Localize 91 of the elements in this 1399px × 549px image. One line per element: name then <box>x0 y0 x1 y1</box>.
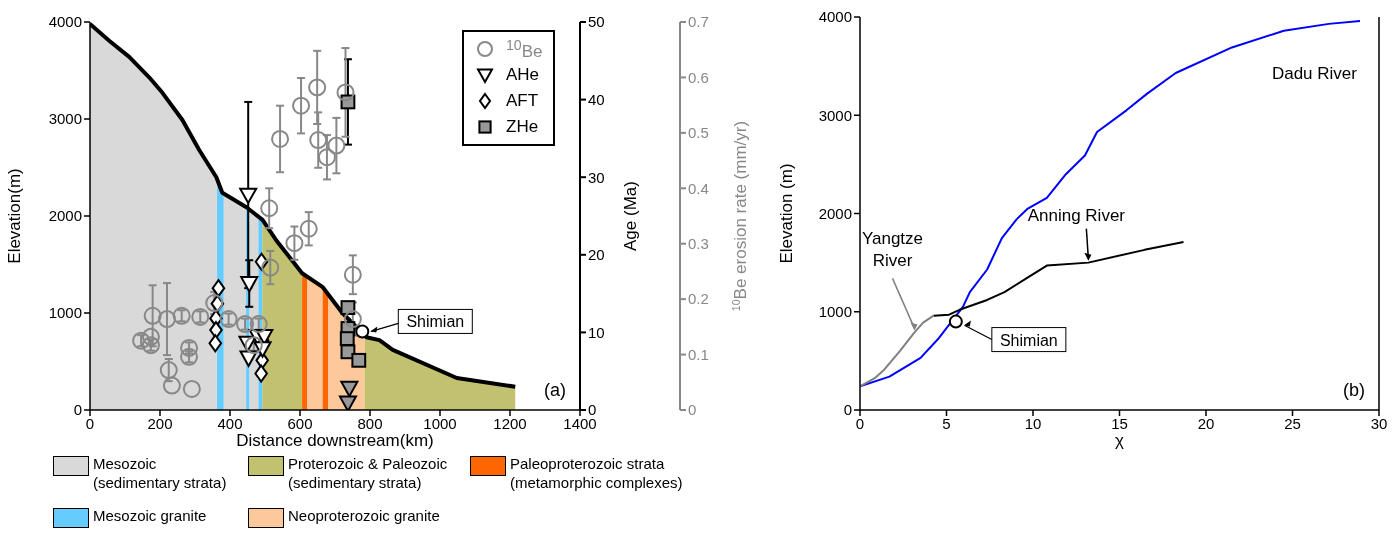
x-tick-label: 5 <box>942 414 951 432</box>
y3-tick-label: 0.1 <box>688 345 709 363</box>
point <box>172 306 191 325</box>
point <box>343 310 362 329</box>
x-tick-label: 800 <box>357 414 383 432</box>
y-axis-title: Elevation (m) <box>777 163 796 264</box>
y3-tick-label: 0 <box>688 401 697 419</box>
y3-tick-label: 0.3 <box>688 235 709 253</box>
y3-tick-label: 0.2 <box>688 290 709 308</box>
y-tick-label: 3000 <box>818 106 852 124</box>
x-tick-label: 1000 <box>423 414 457 432</box>
y3-tick-label: 0.7 <box>688 13 709 31</box>
point <box>208 334 223 353</box>
legend-label: Paleoproterozoic strata (metamorphic complexes) <box>510 454 683 492</box>
point <box>211 279 226 298</box>
series-label: Anning River <box>1027 205 1126 225</box>
y-tick-label: 3000 <box>48 110 82 128</box>
point <box>309 131 328 150</box>
point <box>261 258 280 277</box>
x-tick-label: 200 <box>147 414 173 432</box>
legend-label: $^{10}$Be <box>506 36 543 62</box>
y2-axis-title: Age (Ma) <box>621 181 640 251</box>
point <box>317 148 336 167</box>
legend-label: Mesozoic granite <box>93 506 207 525</box>
y2-tick-label: 20 <box>588 246 605 264</box>
point <box>158 310 176 329</box>
legend-label: Proterozoic & Paleozoic (sedimentary strata) <box>288 454 448 492</box>
point <box>299 219 318 238</box>
point <box>308 78 327 97</box>
point <box>260 199 279 218</box>
point <box>205 294 224 313</box>
y-tick-label: 1000 <box>48 304 82 322</box>
annotation: Shimian <box>406 313 465 331</box>
x-tick-label: 0 <box>85 414 95 432</box>
point <box>240 276 259 293</box>
x-tick-label: 10 <box>1024 414 1042 432</box>
y-tick-label: 0 <box>73 401 82 419</box>
x-tick-label: 30 <box>1370 414 1388 432</box>
x-tick-label: 1200 <box>493 414 527 432</box>
point <box>285 234 304 253</box>
x-tick-label: 25 <box>1284 414 1301 432</box>
legend-label: AFT <box>506 91 539 111</box>
y-tick-label: 1000 <box>818 303 852 321</box>
legend-label: AHe <box>506 65 540 85</box>
legend-label: ZHe <box>506 117 539 137</box>
x-axis-title: χ <box>1115 431 1125 450</box>
x-tick-label: 600 <box>287 414 313 432</box>
point <box>209 321 223 340</box>
point <box>191 307 210 326</box>
annotation: Shimian <box>999 331 1058 349</box>
y-tick-label: 4000 <box>48 13 82 31</box>
y2-tick-label: 10 <box>588 323 605 341</box>
y2-tick-label: 30 <box>588 168 605 186</box>
point <box>159 361 178 380</box>
x-tick-label: 0 <box>855 414 865 432</box>
y-tick-label: 2000 <box>48 207 82 225</box>
point <box>182 379 201 398</box>
point <box>143 306 162 325</box>
y2-tick-label: 40 <box>588 90 605 108</box>
y3-tick-label: 0.5 <box>688 124 709 142</box>
point <box>343 265 362 284</box>
y-tick-label: 0 <box>843 401 852 419</box>
point <box>336 83 355 102</box>
y-tick-label: 2000 <box>818 204 852 222</box>
point <box>219 310 238 329</box>
point <box>292 96 311 115</box>
point <box>351 352 367 368</box>
point <box>239 187 258 205</box>
point <box>162 376 181 395</box>
y3-tick-label: 0.6 <box>688 68 709 86</box>
annotation: (b) <box>1343 380 1365 401</box>
point <box>249 315 268 334</box>
line-series <box>860 314 935 388</box>
annotation: (a) <box>544 380 566 401</box>
legend-label: Mesozoic (sedimentary strata) <box>93 454 227 492</box>
x-tick-label: 20 <box>1197 414 1215 432</box>
y3-tick-label: 0.4 <box>688 179 709 197</box>
x-tick-label: 15 <box>1111 414 1128 432</box>
point <box>271 129 290 148</box>
text: Yangtze River <box>861 229 924 271</box>
point <box>327 136 346 155</box>
x-tick-label: 400 <box>217 414 243 432</box>
series-label: Dadu River <box>1271 64 1358 84</box>
y-axis-title: Elevation(m) <box>5 168 24 264</box>
legend-label: Neoproterozoic granite <box>288 506 440 525</box>
x-axis-title: Distance downstream(km) <box>236 431 434 450</box>
point <box>244 336 263 355</box>
point <box>236 315 255 334</box>
y-tick-label: 4000 <box>818 8 852 26</box>
y2-tick-label: 50 <box>588 13 605 31</box>
point <box>254 364 268 383</box>
